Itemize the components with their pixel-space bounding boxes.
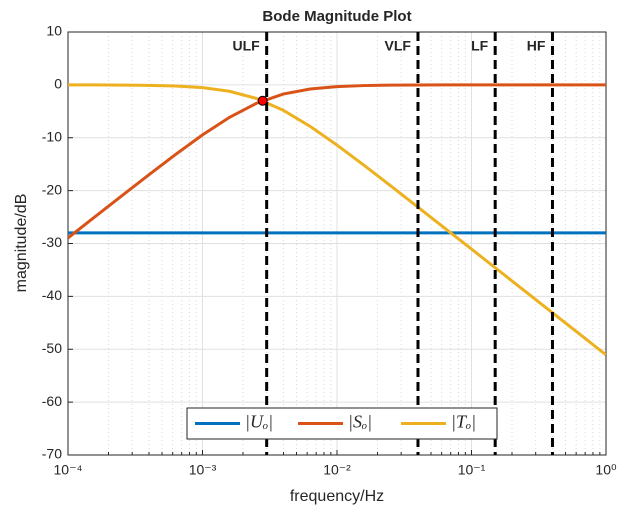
x-axis-label: frequency/Hz bbox=[290, 488, 384, 505]
plot-frame bbox=[67, 31, 607, 456]
chart-title: Bode Magnitude Plot bbox=[262, 8, 411, 25]
y-axis-label: magnitude/dB bbox=[13, 194, 30, 293]
x-tick-label: 10⁻¹ bbox=[458, 462, 486, 478]
legend-label: |Tₒ| bbox=[451, 412, 476, 432]
y-tick-label: -10 bbox=[42, 128, 62, 144]
band-label: ULF bbox=[232, 38, 260, 54]
y-tick-label: -40 bbox=[42, 287, 62, 303]
crossover-marker bbox=[257, 95, 268, 106]
x-tick-label: 10⁻² bbox=[323, 462, 351, 478]
y-tick-label: 10 bbox=[46, 23, 62, 39]
y-tick-label: 0 bbox=[54, 76, 62, 92]
y-tick-label: -70 bbox=[42, 446, 62, 462]
band-label: VLF bbox=[385, 38, 412, 54]
y-tick-label: -60 bbox=[42, 393, 62, 409]
legend-label: |Sₒ| bbox=[348, 412, 372, 432]
band-label: HF bbox=[527, 38, 546, 54]
legend-label: |Uₒ| bbox=[245, 412, 273, 432]
y-tick-label: -20 bbox=[42, 181, 62, 197]
y-tick-label: -30 bbox=[42, 234, 62, 250]
x-tick-label: 10⁰ bbox=[595, 462, 617, 478]
series-line bbox=[68, 83, 606, 357]
x-tick-label: 10⁻⁴ bbox=[54, 462, 83, 478]
y-tick-label: -50 bbox=[42, 340, 62, 356]
band-label: LF bbox=[471, 38, 489, 54]
x-tick-label: 10⁻³ bbox=[189, 462, 217, 478]
series-line bbox=[68, 83, 606, 240]
